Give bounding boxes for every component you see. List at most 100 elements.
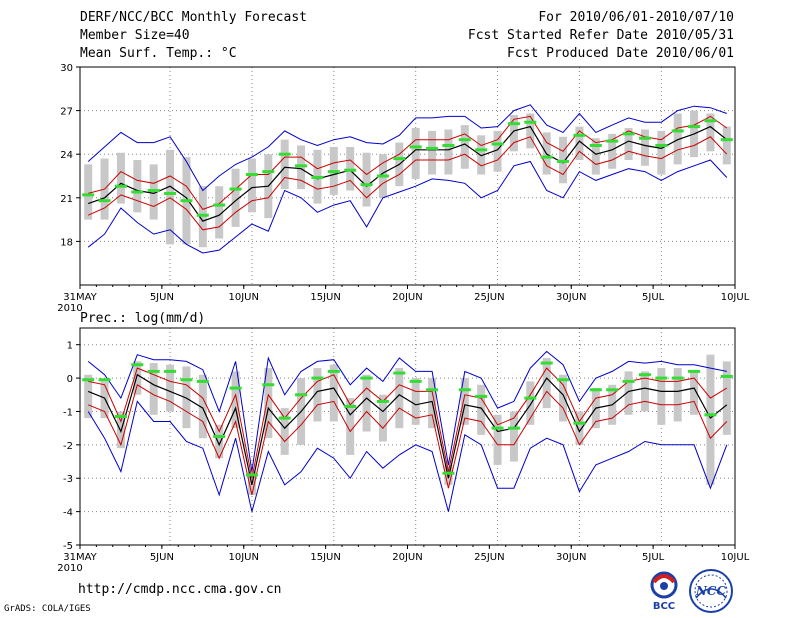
precip-observed-mark [131, 363, 144, 367]
temp-xtick-label: 20JUN [392, 292, 422, 303]
precip-observed-mark [606, 388, 619, 392]
precip-spread-box [84, 374, 93, 419]
precip-observed-mark [638, 373, 651, 377]
precip-spread-box [313, 368, 322, 422]
precip-panel-label: Prec.: log(mm/d) [80, 311, 205, 326]
precip-observed-mark [557, 378, 570, 382]
precip-observed-mark [671, 376, 684, 380]
temp-spread-box [215, 186, 224, 239]
precip-xtick-label: 30JUN [556, 552, 586, 563]
temp-observed-mark [671, 129, 684, 133]
precip-observed-mark [311, 376, 324, 380]
precip-observed-mark [295, 393, 308, 397]
precip-spread-box [673, 368, 682, 422]
precip-xtick-label: 20JUN [392, 552, 422, 563]
temp-observed-mark [311, 175, 324, 179]
precip-year-label: 2010 [57, 563, 82, 574]
temp-spread-box [608, 133, 617, 169]
temp-observed-mark [458, 138, 471, 142]
temp-spread-box [460, 125, 469, 169]
precip-spread-box [198, 374, 207, 439]
precip-observed-mark [360, 376, 373, 380]
temp-observed-mark [229, 187, 242, 191]
precip-spread-box [215, 424, 224, 459]
precip-spread-box [640, 371, 649, 412]
temp-observed-mark [442, 143, 455, 147]
temp-observed-mark [114, 184, 127, 188]
precip-observed-mark [409, 379, 422, 383]
temp-spread-box [362, 152, 371, 207]
precip-spread-box [346, 398, 355, 455]
temp-min-line [87, 159, 728, 254]
precip-observed-mark [180, 378, 193, 382]
precip-observed-mark [164, 369, 177, 373]
precip-spread-box [493, 414, 502, 465]
temp-ytick-label: 21 [60, 194, 73, 205]
precip-observed-mark [245, 473, 258, 477]
precip-observed-mark [491, 426, 504, 430]
precip-observed-mark [573, 421, 586, 425]
precip-observed-mark [458, 388, 471, 392]
precip-spread-box [624, 371, 633, 415]
precip-spread-box [133, 361, 142, 395]
precip-spread-box [280, 408, 289, 455]
temp-observed-mark [704, 119, 717, 123]
precip-spread-box [542, 358, 551, 409]
temp-spread-box [444, 129, 453, 175]
temp-observed-mark [213, 203, 226, 207]
chart-title: DERF/NCC/BCC Monthly Forecast [80, 10, 307, 25]
precip-spread-box [395, 368, 404, 429]
grads-credit: GrADS: COLA/IGES [4, 604, 91, 614]
temp-spread-box [493, 130, 502, 172]
forecast-start-label: Fcst Started Refer Date 2010/05/31 [467, 28, 734, 43]
precip-lower-line [88, 384, 728, 496]
precip-observed-mark [327, 369, 340, 373]
precip-xtick-label: 5JUN [150, 552, 174, 563]
temp-observed-mark [426, 146, 439, 150]
ncc-logo-icon: NCC [689, 569, 733, 613]
precip-observed-mark [688, 369, 701, 373]
precip-spread-box [559, 374, 568, 422]
precip-xtick-label: 10JUL [721, 552, 750, 563]
temp-observed-mark [622, 132, 635, 136]
precip-observed-mark [114, 414, 127, 418]
precip-observed-mark [229, 386, 242, 390]
precip-observed-mark [82, 378, 95, 382]
source-url: http://cmdp.ncc.cma.gov.cn [78, 582, 282, 597]
precip-spread-box [182, 366, 191, 429]
precip-observed-mark [262, 383, 275, 387]
precip-observed-mark [426, 388, 439, 392]
temp-observed-mark [540, 155, 553, 159]
temp-spread-box [166, 149, 175, 245]
forecast-period-label: For 2010/06/01-2010/07/10 [538, 10, 734, 25]
precip-observed-mark [278, 416, 291, 420]
temp-observed-mark [82, 193, 95, 197]
temp-ytick-label: 27 [60, 107, 73, 118]
temp-observed-mark [360, 183, 373, 187]
precip-xtick-label: 25JUN [474, 552, 504, 563]
temp-observed-mark [507, 122, 520, 126]
precip-spread-box [460, 378, 469, 425]
precip-upper-line [88, 367, 728, 479]
precip-ytick-label: 1 [67, 341, 73, 352]
ncc-logo-text: NCC [695, 584, 727, 598]
temp-spread-box [116, 152, 125, 204]
precip-spread-box [149, 363, 158, 415]
temp-observed-mark [344, 168, 357, 172]
precip-observed-mark [622, 379, 635, 383]
temp-observed-mark [262, 170, 275, 174]
precip-xtick-label: 10JUN [229, 552, 259, 563]
precip-spread-box [444, 464, 453, 485]
precip-spread-box [690, 371, 699, 415]
temp-spread-box [84, 164, 93, 220]
precip-observed-mark [393, 371, 406, 375]
precip-observed-mark [507, 426, 520, 430]
bcc-logo-text: BCC [653, 601, 675, 612]
precip-spread-box [477, 384, 486, 435]
temp-spread-box [477, 135, 486, 175]
precip-observed-mark [196, 379, 209, 383]
precip-spread-box [722, 361, 731, 435]
temp-observed-mark [196, 213, 209, 217]
temp-observed-mark [589, 143, 602, 147]
temp-spread-box [673, 113, 682, 165]
